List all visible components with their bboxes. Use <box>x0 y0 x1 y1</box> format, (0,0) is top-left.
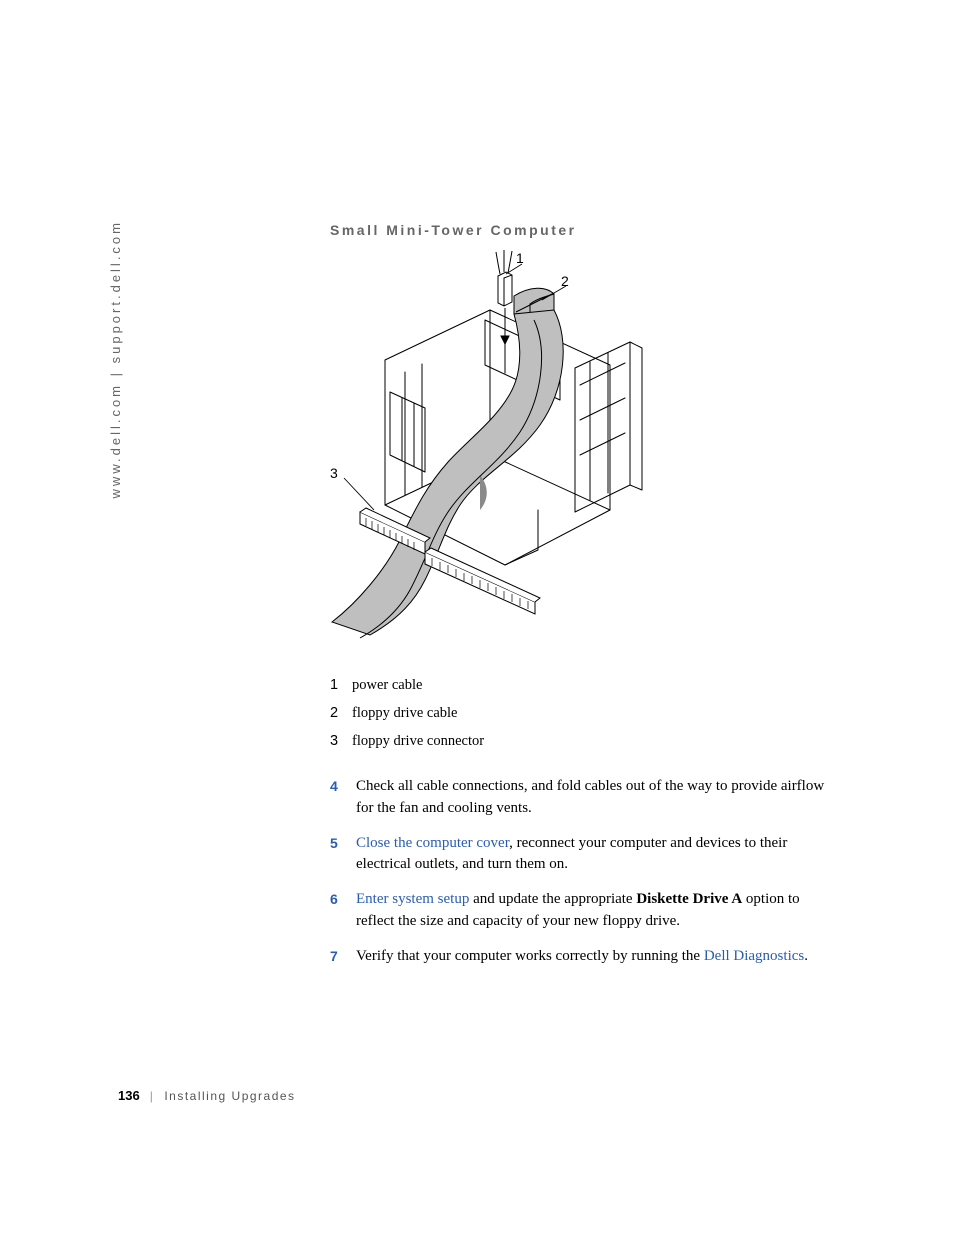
step-body: Close the computer cover, reconnect your… <box>356 833 830 876</box>
step: 6Enter system setup and update the appro… <box>330 889 830 932</box>
legend-row: 2 floppy drive cable <box>330 703 830 725</box>
legend-text: power cable <box>352 675 830 697</box>
step: 4Check all cable connections, and fold c… <box>330 776 830 819</box>
legend-row: 1 power cable <box>330 675 830 697</box>
legend-row: 3 floppy drive connector <box>330 731 830 753</box>
legend-num: 3 <box>330 731 352 753</box>
legend-num: 1 <box>330 675 352 697</box>
link[interactable]: Close the computer cover <box>356 835 509 851</box>
text-run: . <box>804 948 808 964</box>
step-body: Verify that your computer works correctl… <box>356 946 830 967</box>
footer-section: Installing Upgrades <box>164 1089 295 1103</box>
legend-num: 2 <box>330 703 352 725</box>
content-area: Small Mini-Tower Computer <box>330 222 830 981</box>
legend: 1 power cable 2 floppy drive cable 3 flo… <box>330 675 830 752</box>
step-number: 4 <box>330 776 356 819</box>
legend-text: floppy drive cable <box>352 703 830 725</box>
diagram: 1 2 3 <box>330 250 810 645</box>
callout-3: 3 <box>330 465 338 481</box>
link[interactable]: Dell Diagnostics <box>704 948 804 964</box>
section-heading: Small Mini-Tower Computer <box>330 222 830 238</box>
step: 5Close the computer cover, reconnect you… <box>330 833 830 876</box>
step-body: Enter system setup and update the approp… <box>356 889 830 932</box>
footer-separator: | <box>150 1089 155 1103</box>
bold-text: Diskette Drive A <box>636 891 742 907</box>
page-footer: 136 | Installing Upgrades <box>118 1088 296 1103</box>
text-run: Verify that your computer works correctl… <box>356 948 704 964</box>
step-number: 7 <box>330 946 356 967</box>
text-run: and update the appropriate <box>469 891 636 907</box>
step-number: 5 <box>330 833 356 876</box>
side-url: www.dell.com | support.dell.com <box>108 220 123 498</box>
step-number: 6 <box>330 889 356 932</box>
callout-2: 2 <box>561 273 569 289</box>
link[interactable]: Enter system setup <box>356 891 469 907</box>
callout-1: 1 <box>516 250 524 266</box>
step-body: Check all cable connections, and fold ca… <box>356 776 830 819</box>
legend-text: floppy drive connector <box>352 731 830 753</box>
steps-list: 4Check all cable connections, and fold c… <box>330 776 830 967</box>
footer-page-number: 136 <box>118 1088 140 1103</box>
diagram-svg <box>330 250 810 645</box>
page-root: www.dell.com | support.dell.com Small Mi… <box>0 0 954 1235</box>
step: 7Verify that your computer works correct… <box>330 946 830 967</box>
text-run: Check all cable connections, and fold ca… <box>356 778 824 815</box>
